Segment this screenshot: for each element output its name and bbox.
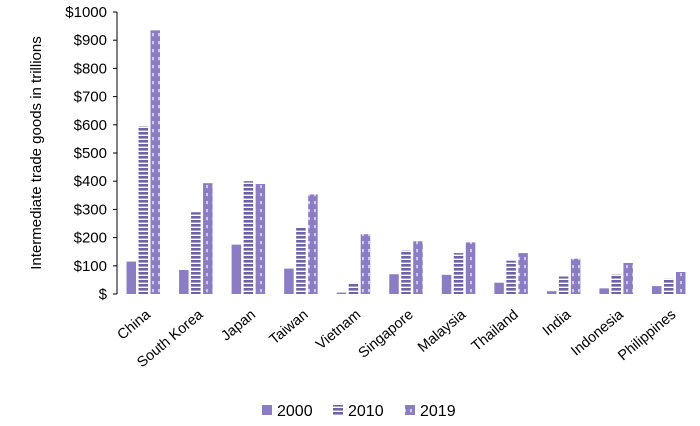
bar-2000-malaysia <box>441 274 452 294</box>
bar-2010-india <box>558 276 569 294</box>
bar-2019-vietnam <box>360 234 371 294</box>
bar-2010-south-korea <box>191 212 201 294</box>
x-tick-label: Singapore <box>356 307 417 362</box>
bar-2010-philippines <box>663 278 674 294</box>
bar-2019-japan <box>255 184 266 294</box>
bar-2000-japan <box>231 244 242 294</box>
y-tick-label: $300 <box>74 201 107 218</box>
y-tick-label: $400 <box>74 173 107 190</box>
legend-label-2019: 2019 <box>420 403 456 420</box>
bar-2010-china <box>138 126 149 295</box>
bar-2019-malaysia <box>465 242 476 294</box>
y-tick-label: $600 <box>74 117 107 134</box>
bar-2019-china <box>150 30 161 295</box>
x-tick-label: Vietnam <box>313 307 364 353</box>
bar-2019-thailand <box>518 253 528 294</box>
bar-2010-thailand <box>506 260 516 294</box>
bar-2000-philippines <box>651 286 662 294</box>
bar-2010-singapore <box>401 250 411 294</box>
bar-2000-china <box>126 261 137 294</box>
bars <box>126 30 686 295</box>
x-tick-label: Philippines <box>615 307 679 364</box>
x-tick-label: China <box>115 306 155 343</box>
x-tick-label: Thailand <box>469 307 522 355</box>
y-tick-label: $100 <box>74 258 107 275</box>
legend-swatch-2010 <box>333 405 343 415</box>
y-tick-label: $200 <box>74 230 107 247</box>
y-axis: $ $100 $200 $300 $400 $500 $600 $700 $800 $900 $10… <box>65 4 118 303</box>
bar-2000-thailand <box>494 282 504 294</box>
legend-label-2000: 2000 <box>277 403 313 420</box>
bar-2000-vietnam <box>336 292 347 294</box>
bar-2000-south-korea <box>179 270 189 294</box>
y-tick-label: $900 <box>74 32 107 49</box>
x-tick-label: India <box>540 306 575 339</box>
x-tick-label: Japan <box>218 307 259 345</box>
legend: 2000 2010 2019 <box>262 403 456 420</box>
y-tick-label: $800 <box>74 60 107 77</box>
y-tick-label: $700 <box>74 89 107 106</box>
legend-swatch-2000 <box>262 405 272 415</box>
y-axis-label: Intermediate trade goods in trillions <box>28 36 45 269</box>
bar-2000-singapore <box>389 274 399 294</box>
x-tick-label: Malaysia <box>415 306 470 356</box>
bar-2000-taiwan <box>284 268 294 294</box>
bar-2000-india <box>546 291 557 294</box>
bar-2010-vietnam <box>348 282 359 294</box>
x-tick-label: Taiwan <box>267 307 312 348</box>
legend-swatch-2019 <box>405 405 415 415</box>
bar-2010-japan <box>243 181 254 294</box>
bar-2010-indonesia <box>611 274 621 294</box>
bar-2010-malaysia <box>453 253 464 294</box>
bar-2019-taiwan <box>308 194 318 294</box>
bar-2019-philippines <box>675 272 686 294</box>
y-tick-label: $500 <box>74 145 107 162</box>
bar-2019-indonesia <box>623 262 633 294</box>
y-tick-label: $1000 <box>65 4 107 21</box>
y-tick-label: $ <box>99 286 108 303</box>
legend-label-2010: 2010 <box>348 403 384 420</box>
bar-2010-taiwan <box>296 227 306 294</box>
bar-2019-south-korea <box>203 183 213 294</box>
bar-2000-indonesia <box>599 288 609 294</box>
bar-2019-india <box>570 258 581 294</box>
bar-2019-singapore <box>413 241 423 294</box>
